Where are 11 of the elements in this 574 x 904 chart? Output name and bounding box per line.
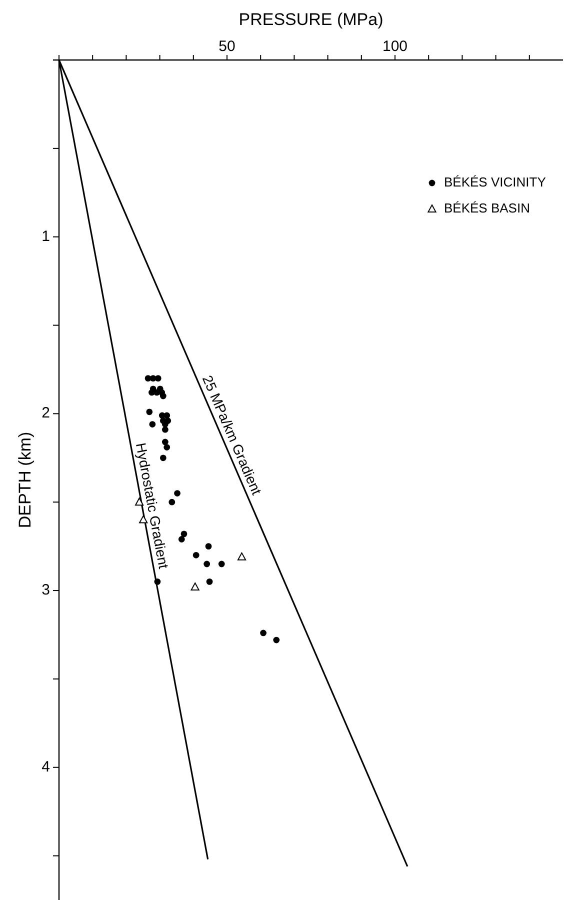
x-axis-title: PRESSURE (MPa)	[238, 10, 384, 29]
legend-label: BÉKÉS BASIN	[444, 200, 530, 216]
legend-label: BÉKÉS VICINITY	[444, 174, 546, 190]
y-tick-label: 4	[42, 758, 50, 776]
y-axis-title: DEPTH (km)	[15, 432, 34, 528]
text: Hydrostatic Gradient	[132, 442, 172, 570]
x-tick-label: 100	[382, 38, 408, 55]
y-tick-label: 2	[42, 404, 50, 422]
y-tick-label: 1	[42, 228, 50, 245]
x-tick-label: 50	[218, 38, 236, 55]
y-tick-label: 3	[42, 581, 50, 598]
